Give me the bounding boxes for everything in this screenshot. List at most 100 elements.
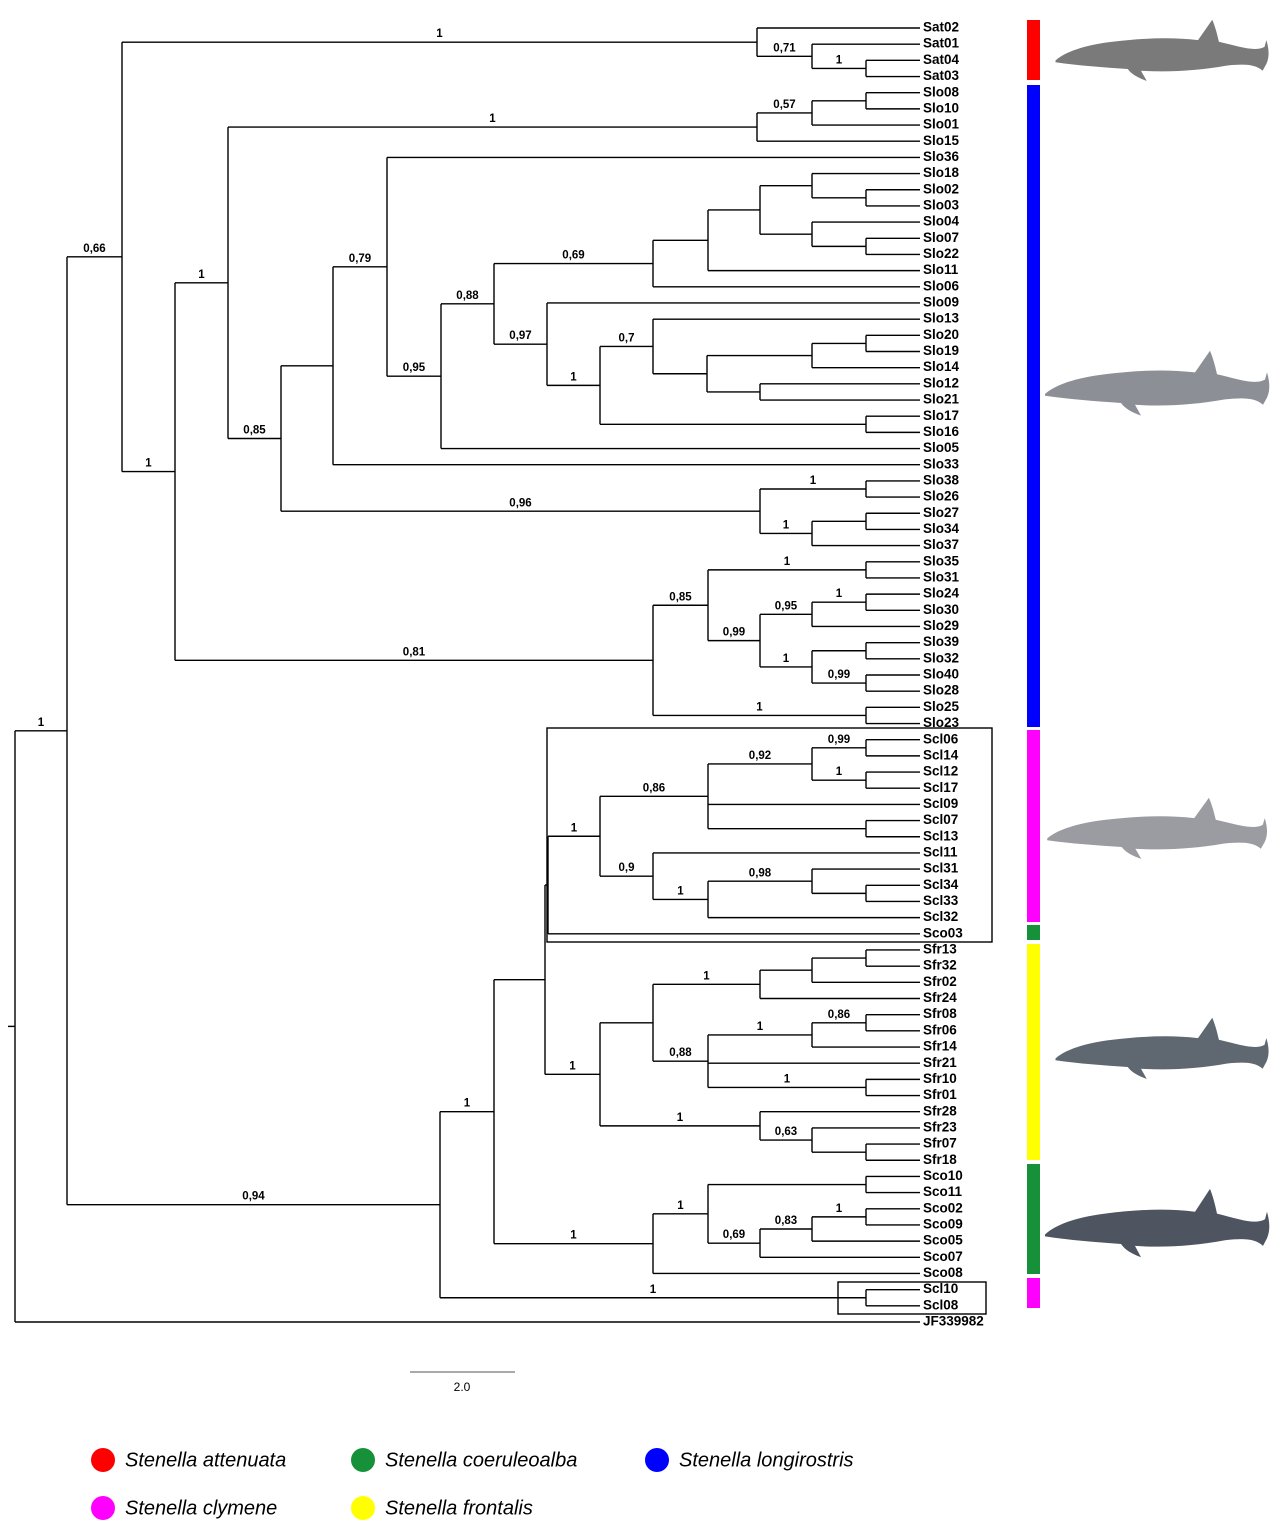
support-value: 0,9 — [619, 862, 635, 874]
support-value: 1 — [836, 1203, 843, 1215]
support-value: 0,86 — [643, 782, 665, 794]
support-value: 0,99 — [828, 734, 850, 746]
leaf-label: Slo35 — [923, 553, 960, 568]
leaf-label: Slo26 — [923, 489, 960, 504]
leaf-label: Slo32 — [923, 650, 959, 665]
support-value: 0,81 — [403, 646, 426, 658]
leaf-label: Sfr01 — [923, 1087, 957, 1102]
legend: Stenella attenuataStenella coeruleoalbaS… — [91, 1448, 854, 1520]
support-value: 0,71 — [773, 42, 796, 54]
leaf-label: Slo02 — [923, 181, 959, 196]
bar-attenuata — [1027, 20, 1040, 80]
leaf-label: Slo16 — [923, 424, 960, 439]
legend-label: Stenella longirostris — [679, 1449, 854, 1471]
legend-label: Stenella frontalis — [385, 1497, 533, 1519]
leaf-label: Slo25 — [923, 699, 960, 714]
leaf-label: Slo03 — [923, 197, 960, 212]
support-value: 0,95 — [403, 362, 426, 374]
leaf-label: Slo05 — [923, 440, 960, 455]
support-value: 1 — [198, 269, 205, 281]
leaf-label: Slo33 — [923, 456, 960, 471]
support-value: 1 — [703, 970, 710, 982]
support-value: 1 — [757, 1021, 764, 1033]
leaf-label: Scl06 — [923, 731, 959, 746]
legend-label: Stenella clymene — [125, 1497, 277, 1519]
leaf-label: Sco09 — [923, 1217, 963, 1232]
bar-clymene — [1027, 730, 1040, 922]
support-value: 0,69 — [562, 250, 584, 262]
leaf-label: Sfr08 — [923, 1006, 957, 1021]
support-value: 1 — [783, 653, 790, 665]
leaf-label: Slo04 — [923, 214, 960, 229]
support-value: 0,66 — [83, 243, 105, 255]
leaf-label: Scl10 — [923, 1281, 958, 1296]
support-value: 1 — [784, 556, 791, 568]
leaf-label: Scl08 — [923, 1297, 959, 1312]
leaf-label: Sfr28 — [923, 1103, 957, 1118]
support-value: 1 — [145, 458, 152, 470]
support-value: 0,79 — [349, 253, 371, 265]
leaf-label: Sco02 — [923, 1200, 963, 1215]
leaf-label: Slo38 — [923, 472, 960, 487]
leaf-label: Sfr02 — [923, 974, 957, 989]
clade-bars — [1027, 20, 1040, 1308]
leaf-label: Sfr07 — [923, 1136, 957, 1151]
support-value: 0,7 — [619, 332, 635, 344]
leaf-label: Scl12 — [923, 764, 958, 779]
bar-frontalis — [1027, 944, 1040, 1160]
leaf-label: Slo30 — [923, 602, 959, 617]
leaf-label: Sfr24 — [923, 990, 957, 1005]
support-value: 0,98 — [749, 867, 772, 879]
leaf-label: Sco10 — [923, 1168, 963, 1183]
support-value: 1 — [677, 885, 684, 897]
support-value: 0,69 — [723, 1229, 745, 1241]
leaf-label: Slo29 — [923, 618, 959, 633]
leaf-label: Sco05 — [923, 1233, 963, 1248]
leaf-label: Sfr06 — [923, 1022, 957, 1037]
leaf-label: Sfr18 — [923, 1152, 957, 1167]
leaf-label: Slo13 — [923, 311, 960, 326]
support-value: 1 — [677, 1200, 684, 1212]
support-value: 1 — [569, 1060, 576, 1072]
support-value: 1 — [836, 766, 843, 778]
leaf-label: Sco11 — [923, 1184, 963, 1199]
leaf-label: Slo18 — [923, 165, 960, 180]
leaf-label: Slo17 — [923, 408, 959, 423]
leaf-label: Sfr32 — [923, 958, 957, 973]
dolphin-frontalis — [1056, 1018, 1269, 1079]
support-value: 0,88 — [456, 290, 479, 302]
legend-swatch — [645, 1448, 669, 1472]
support-value: 1 — [836, 588, 843, 600]
support-value: 1 — [650, 1284, 657, 1296]
support-value: 0,94 — [242, 1191, 265, 1203]
leaf-label: Slo22 — [923, 246, 959, 261]
leaf-label: Sfr23 — [923, 1119, 957, 1134]
support-value: 0,86 — [828, 1009, 850, 1021]
support-value: 0,57 — [773, 99, 795, 111]
leaf-label: Slo21 — [923, 392, 960, 407]
leaf-label: Scl33 — [923, 893, 959, 908]
support-value: 0,92 — [749, 750, 771, 762]
support-value: 1 — [38, 717, 45, 729]
leaf-label: Slo27 — [923, 505, 959, 520]
leaf-label: Slo01 — [923, 117, 960, 132]
support-value: 1 — [436, 28, 443, 40]
legend-label: Stenella attenuata — [125, 1449, 286, 1471]
leaf-label: Slo12 — [923, 375, 959, 390]
dolphin-clymene — [1047, 798, 1267, 859]
leaf-label: Slo19 — [923, 343, 959, 358]
leaf-label: Scl17 — [923, 780, 958, 795]
leaf-label: Scl11 — [923, 844, 958, 859]
leaf-label: JF339982 — [923, 1314, 984, 1329]
support-value: 1 — [677, 1112, 684, 1124]
bar-coeruleoalba — [1027, 925, 1040, 940]
support-value: 1 — [783, 520, 790, 532]
leaf-label: Slo07 — [923, 230, 959, 245]
leaf-label: Slo24 — [923, 586, 960, 601]
support-value: 1 — [836, 54, 843, 66]
leaf-label: Slo28 — [923, 683, 960, 698]
support-value: 1 — [784, 1073, 791, 1085]
legend-swatch — [351, 1448, 375, 1472]
support-value: 0,63 — [775, 1126, 797, 1138]
